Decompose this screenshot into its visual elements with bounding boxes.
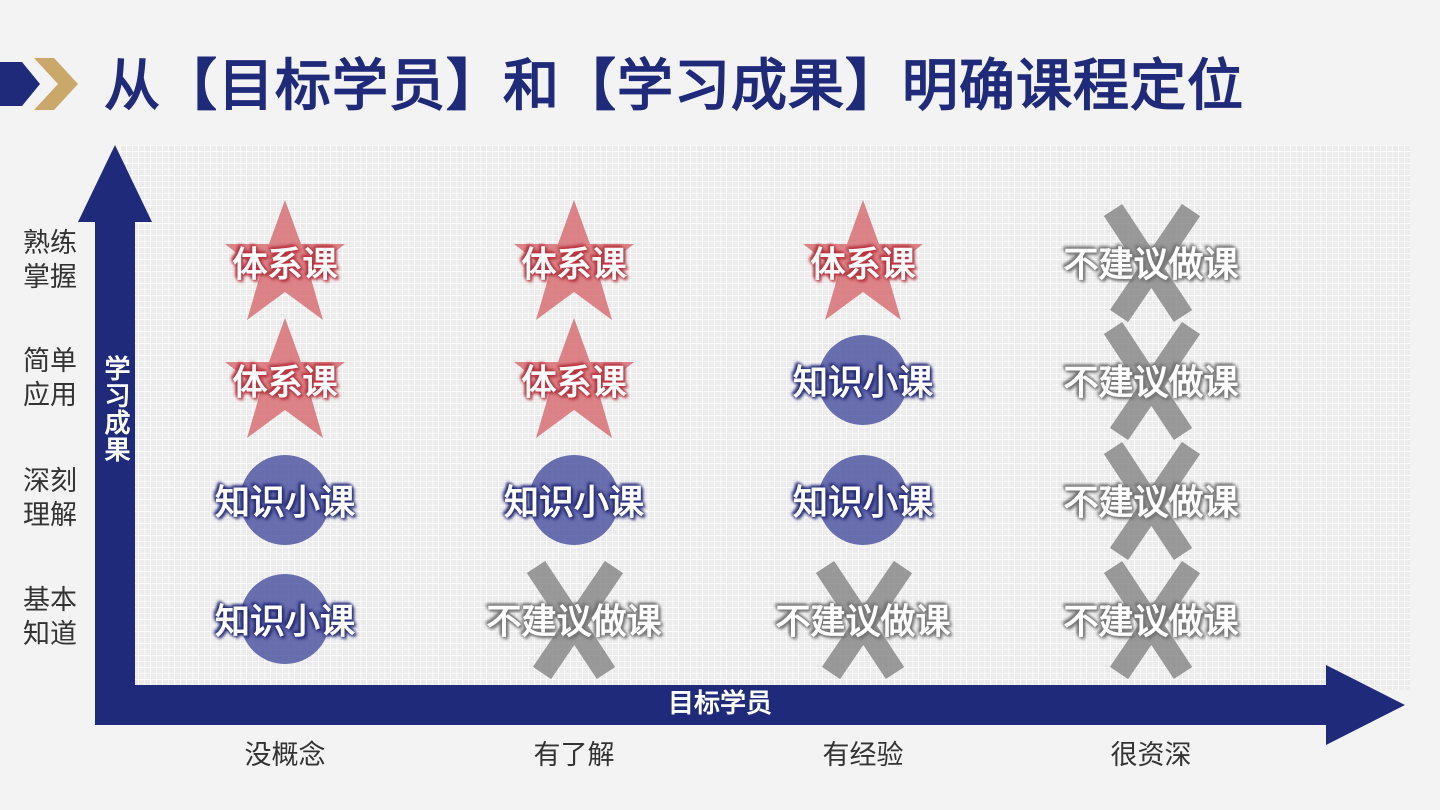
row-label: 基本 知道 [23,585,77,650]
row-label: 熟练 掌握 [23,228,77,293]
cell-label: 体系课 [810,245,916,286]
cell-label: 知识小课 [503,483,644,524]
circle-icon [529,455,619,545]
matrix-cell: 知识小课 [763,440,963,560]
star-icon [225,200,345,320]
matrix-cell: 不建议做课 [1051,559,1251,680]
matrix-cell: 不建议做课 [763,559,963,680]
cross-icon [815,560,913,680]
star-icon [514,318,634,438]
circle-icon [240,574,330,664]
cross-icon [526,560,624,680]
title-chevron-icon [0,58,78,110]
circle-icon [818,335,908,425]
cross-icon [1103,321,1201,441]
cell-label: 知识小课 [792,363,933,404]
cell-label: 体系课 [232,245,338,286]
matrix-cell: 知识小课 [474,440,674,560]
cell-label: 不建议做课 [775,602,951,643]
matrix-cell: 知识小课 [185,559,385,679]
matrix-cell: 不建议做课 [474,559,674,680]
cell-label: 不建议做课 [1063,483,1239,524]
matrix-cell: 不建议做课 [1051,202,1251,323]
circle-icon [818,455,908,545]
column-label: 有经验 [822,740,904,771]
cell-label: 不建议做课 [1063,363,1239,404]
matrix-cell: 体系课 [185,200,385,322]
cell-label: 知识小课 [792,483,933,524]
cell-label: 知识小课 [214,602,355,643]
y-axis-arrow [78,145,152,725]
column-label: 很资深 [1110,740,1192,771]
cell-label: 知识小课 [214,483,355,524]
matrix-cell: 知识小课 [763,320,963,440]
star-icon [514,200,634,320]
matrix-cell: 不建议做课 [1051,320,1251,441]
x-axis-title: 目标学员 [667,689,772,719]
star-icon [225,318,345,438]
column-label: 没概念 [244,740,326,771]
cell-label: 不建议做课 [1063,602,1239,643]
column-label: 有了解 [533,740,615,771]
matrix-grid-background [120,145,1410,690]
star-icon [803,200,923,320]
matrix-cell: 体系课 [474,200,674,322]
cross-icon [1103,203,1201,323]
x-axis-arrow [95,665,1405,745]
cell-label: 体系课 [232,363,338,404]
cross-icon [1103,560,1201,680]
matrix-cell: 体系课 [185,318,385,440]
cell-label: 体系课 [521,363,627,404]
row-label: 深刻 理解 [23,466,77,531]
cross-icon [1103,441,1201,561]
matrix-cell: 不建议做课 [1051,440,1251,561]
matrix-cell: 体系课 [474,318,674,440]
circle-icon [240,455,330,545]
page-title: 从【目标学员】和【学习成果】明确课程定位 [104,54,1244,119]
cell-label: 不建议做课 [1063,245,1239,286]
matrix-cell: 知识小课 [185,440,385,560]
y-axis-title: 学习成果 [100,355,130,463]
cell-label: 不建议做课 [486,602,662,643]
cell-label: 体系课 [521,245,627,286]
matrix-cell: 体系课 [763,200,963,322]
row-label: 简单 应用 [23,346,77,411]
